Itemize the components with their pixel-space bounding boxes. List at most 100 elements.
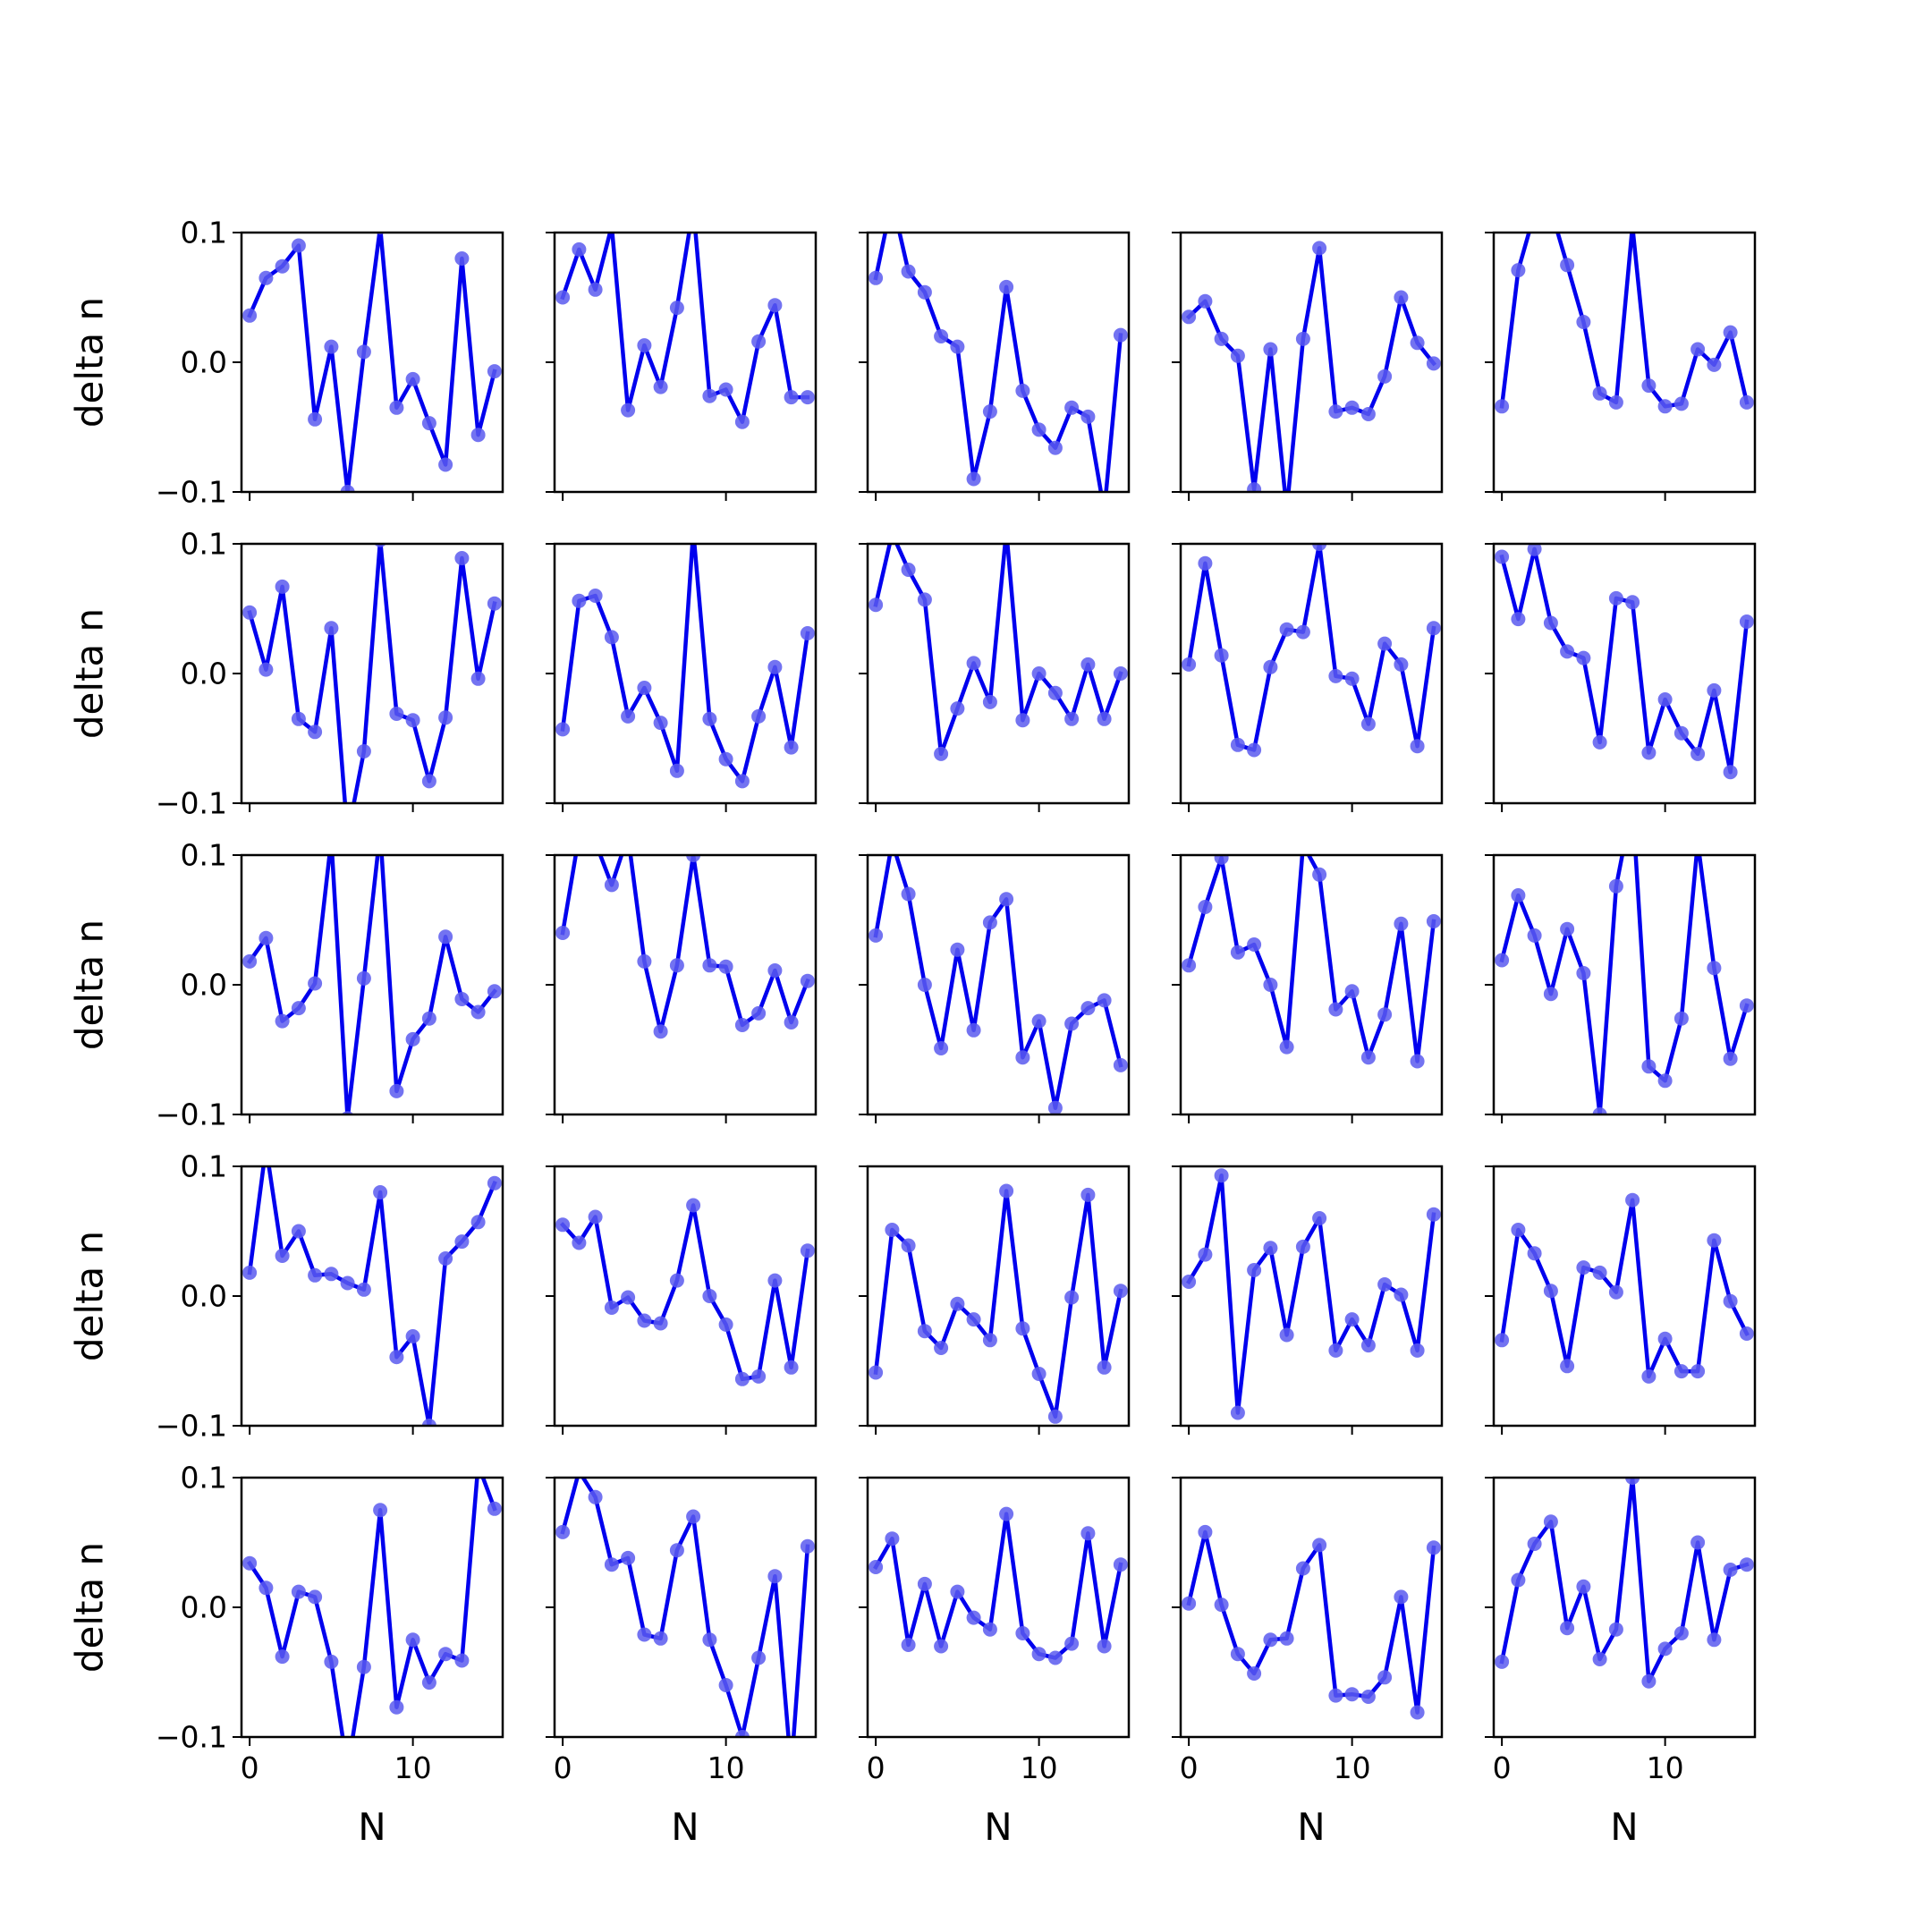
data-point	[308, 1267, 323, 1283]
y-axis-label: delta n	[68, 1231, 112, 1361]
data-point	[242, 605, 258, 620]
data-point	[1657, 1641, 1673, 1657]
data-point	[950, 1296, 965, 1311]
data-point	[869, 270, 884, 285]
data-point	[1511, 888, 1526, 902]
data-point	[653, 716, 668, 731]
data-point	[1426, 1207, 1441, 1222]
data-point	[950, 339, 965, 354]
data-point	[1031, 422, 1046, 437]
data-point	[800, 626, 815, 640]
y-tick-label: 0.1	[181, 1149, 227, 1184]
data-point	[1674, 1626, 1689, 1640]
data-point	[1410, 1705, 1425, 1720]
data-point	[1657, 399, 1673, 414]
y-axis-label: delta n	[68, 608, 112, 739]
data-point	[1739, 998, 1754, 1013]
data-point	[1394, 916, 1409, 931]
data-point	[1410, 335, 1425, 351]
data-point	[242, 1555, 258, 1571]
data-point	[1707, 961, 1722, 976]
data-point	[784, 740, 799, 755]
data-point	[1377, 636, 1393, 651]
data-point	[1214, 1168, 1229, 1183]
data-point	[1182, 657, 1197, 672]
data-series-line	[559, 1203, 810, 1382]
data-point	[637, 1313, 652, 1328]
data-point	[901, 563, 916, 577]
data-point	[1723, 1051, 1738, 1066]
data-point	[1230, 348, 1245, 363]
plot-area	[1182, 855, 1441, 1069]
data-point	[999, 279, 1014, 294]
data-point	[340, 485, 355, 492]
data-point	[1511, 1572, 1526, 1588]
data-point	[1426, 621, 1441, 636]
data-point	[1279, 1327, 1294, 1343]
data-point	[1608, 878, 1623, 894]
data-point	[702, 1632, 717, 1648]
data-point	[1690, 1535, 1706, 1550]
y-tick-label: −0.1	[156, 475, 227, 510]
y-tick-label: 0.0	[181, 1279, 227, 1314]
data-point	[1097, 1360, 1112, 1375]
data-point	[1641, 745, 1657, 760]
y-tick-label: 0.0	[181, 968, 227, 1003]
data-point	[751, 1368, 767, 1384]
data-point	[340, 1275, 355, 1291]
data-point	[1426, 356, 1441, 371]
x-tick-label: 0	[1180, 1750, 1199, 1785]
data-point	[1230, 737, 1245, 752]
data-point	[291, 1584, 306, 1599]
data-point	[308, 724, 323, 740]
data-point	[1674, 396, 1689, 411]
data-point	[438, 1251, 453, 1266]
data-point	[999, 1506, 1014, 1521]
data-point	[438, 929, 453, 945]
data-point	[487, 364, 502, 379]
data-point	[1527, 928, 1542, 943]
subplot-r2-c1	[546, 853, 818, 1123]
data-point	[438, 457, 453, 472]
subplot-r0-c4	[1485, 231, 1757, 501]
data-point	[702, 958, 717, 973]
data-point	[1198, 900, 1213, 914]
data-point	[800, 973, 815, 988]
plot-area	[869, 233, 1128, 492]
data-point	[966, 1022, 981, 1038]
plot-area	[1182, 1524, 1441, 1720]
data-point	[1690, 1364, 1706, 1379]
subplot-r0-c0: −0.1 0.0 0.1 delta n	[68, 216, 504, 510]
plot-area	[1182, 1168, 1441, 1420]
y-tick-label: −0.1	[156, 1720, 227, 1755]
data-point	[1723, 1293, 1738, 1309]
data-point	[1560, 1359, 1575, 1374]
plot-area	[1495, 855, 1754, 1114]
plot-area	[555, 544, 815, 789]
data-point	[1198, 1247, 1213, 1262]
data-point	[1360, 1338, 1376, 1353]
plot-area	[869, 544, 1128, 761]
data-point	[1394, 657, 1409, 672]
plot-area	[242, 1478, 502, 1737]
data-point	[1344, 1687, 1360, 1702]
data-point	[1295, 1239, 1310, 1254]
data-point	[784, 1015, 799, 1030]
data-point	[454, 551, 470, 565]
x-tick-label: 0	[867, 1750, 886, 1785]
data-point	[1080, 1001, 1096, 1016]
data-point	[405, 1329, 420, 1343]
subplot-r4-c1: 0 10 N	[546, 1476, 818, 1849]
data-point	[1377, 1670, 1393, 1685]
y-tick-label: 0.0	[181, 345, 227, 380]
data-point	[1328, 404, 1343, 419]
data-point	[1263, 659, 1278, 674]
data-point	[637, 681, 652, 695]
data-point	[751, 334, 767, 349]
data-point	[1394, 1589, 1409, 1605]
data-point	[1097, 993, 1112, 1008]
data-point	[470, 1215, 486, 1230]
plot-area	[555, 855, 815, 1039]
data-point	[1247, 1666, 1262, 1681]
data-point	[291, 1224, 306, 1239]
